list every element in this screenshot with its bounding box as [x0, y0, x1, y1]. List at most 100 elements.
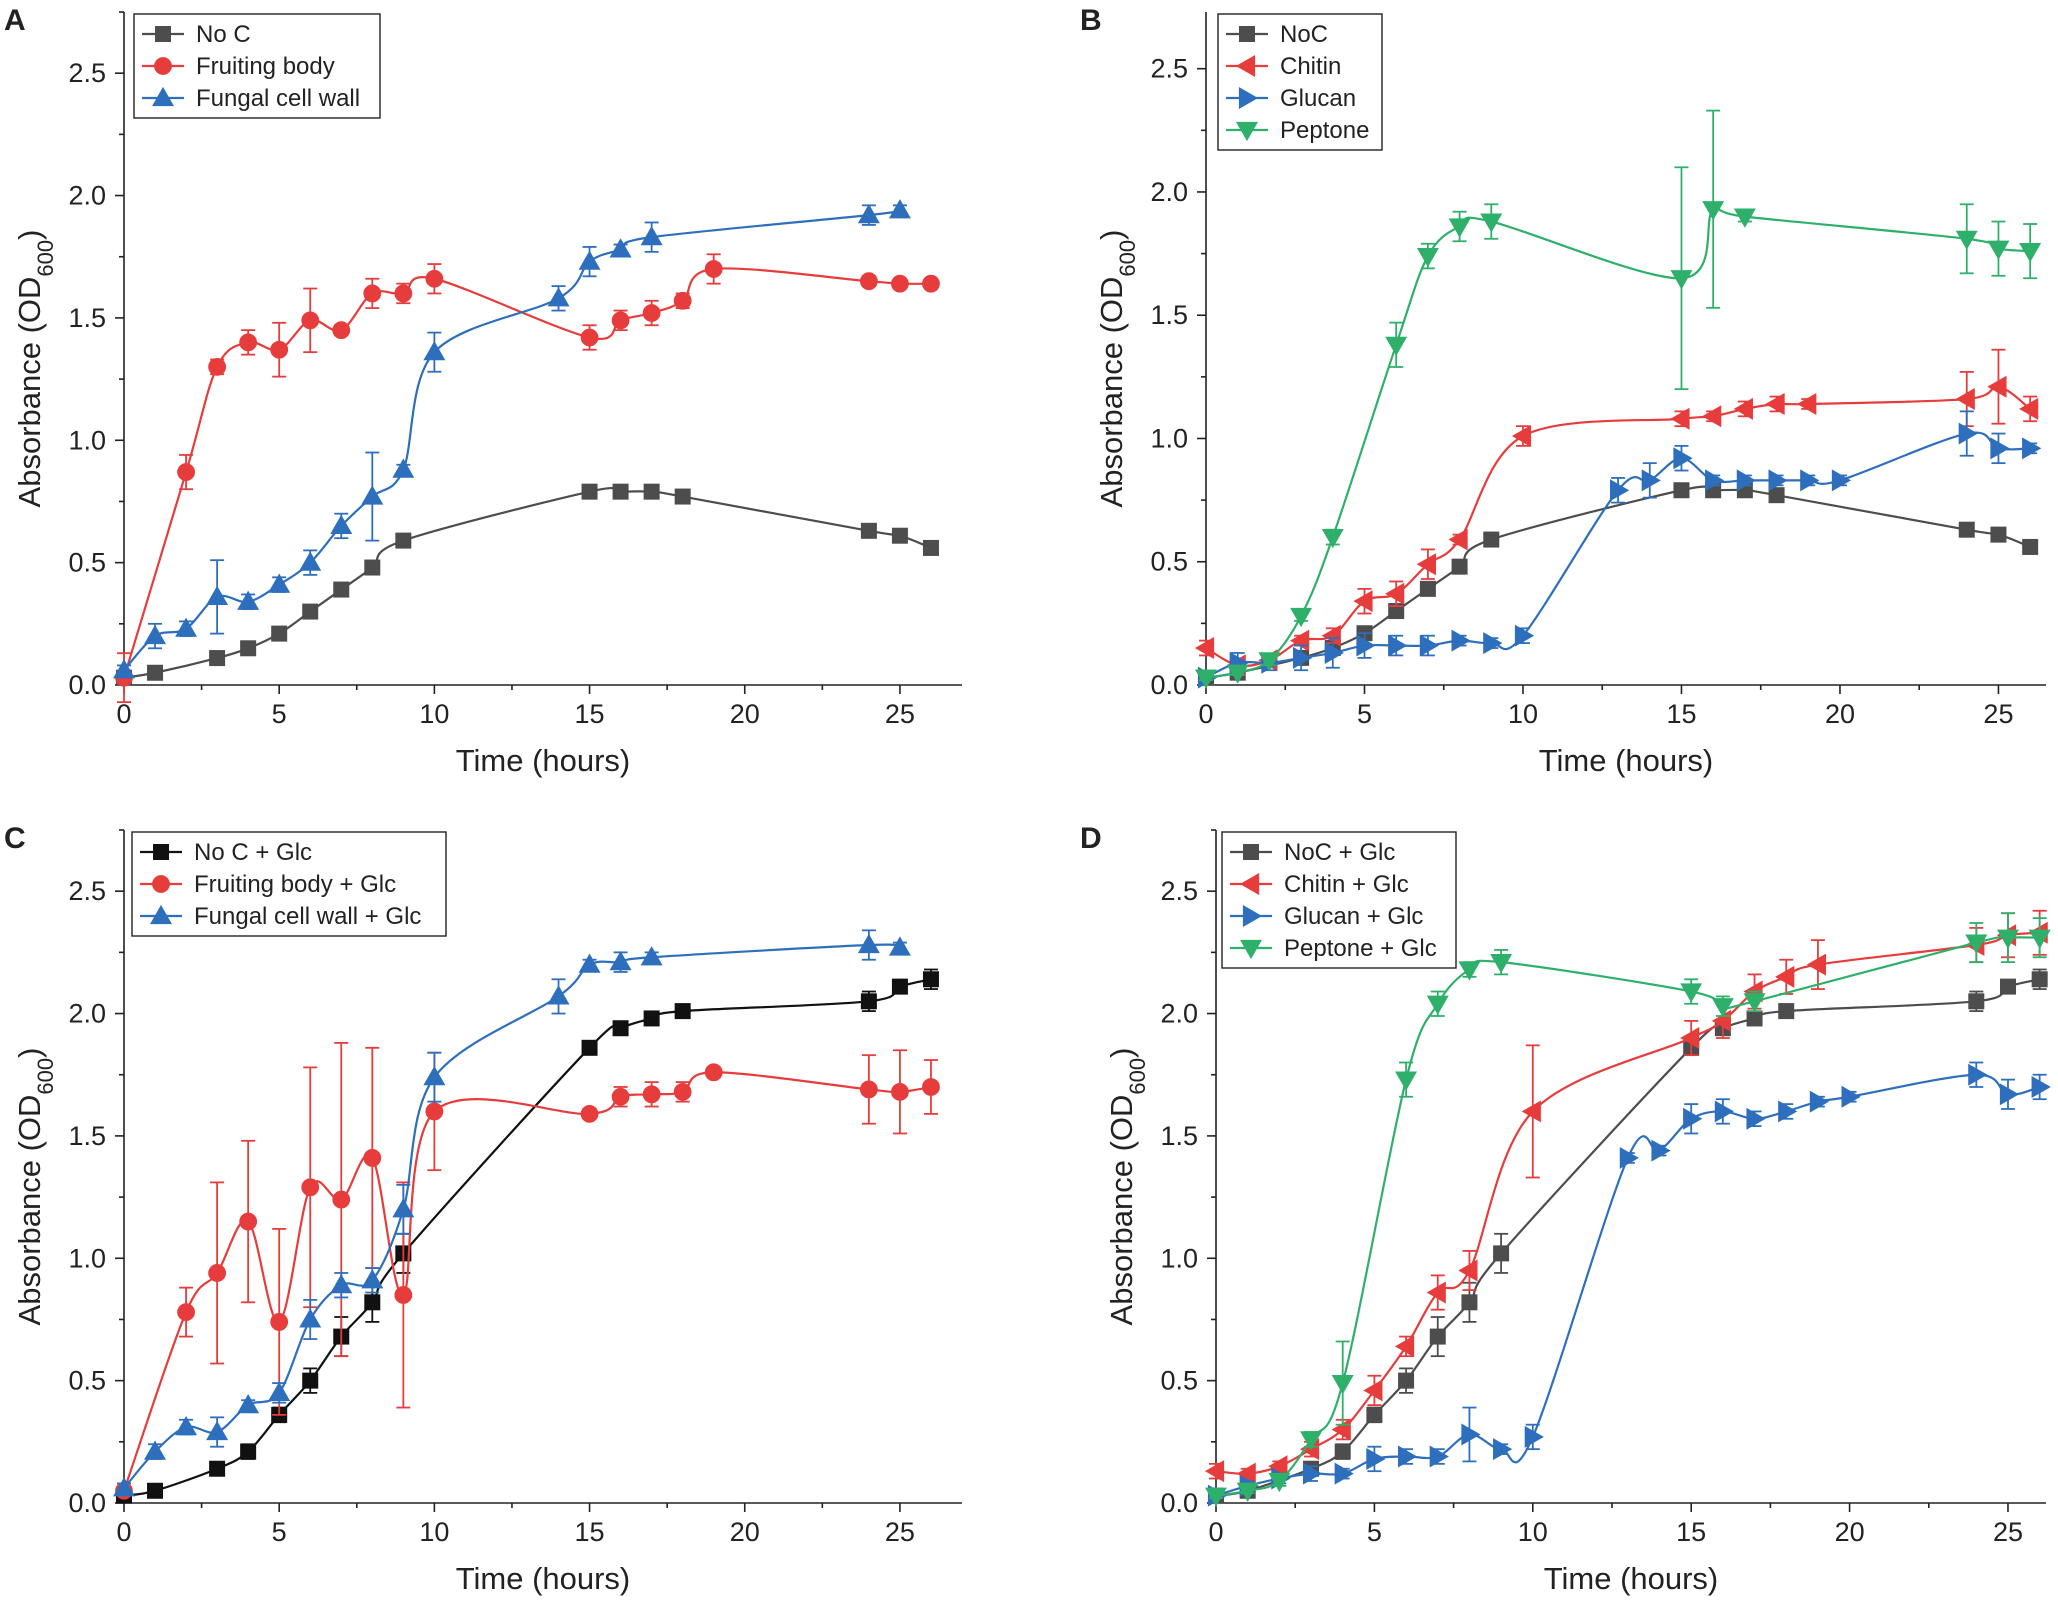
data-point — [1451, 629, 1471, 652]
x-axis-title: Time (hours) — [456, 743, 631, 778]
data-point — [1321, 624, 1341, 647]
data-point — [1419, 634, 1440, 657]
legend: No C + Glc Fruiting body + Glc Fungal cell… — [131, 831, 447, 937]
legend-marker — [152, 86, 174, 107]
data-point — [1353, 590, 1373, 613]
data-point — [1809, 1090, 1830, 1113]
x-tick-label: 0 — [1198, 699, 1213, 729]
data-point — [1448, 528, 1468, 551]
series-no-c-glc — [116, 968, 939, 1504]
data-point — [1426, 1281, 1446, 1304]
data-point — [1395, 1071, 1418, 1091]
legend: NoC Chitin Glucan Peptone — [1217, 13, 1383, 151]
series-line — [1205, 431, 2031, 679]
y-tick-label: 0.0 — [1160, 1488, 1198, 1518]
x-axis-title: Time (hours) — [1544, 1561, 1719, 1596]
legend-marker — [1236, 121, 1258, 142]
data-point — [1746, 1010, 1763, 1027]
x-tick-label: 15 — [1666, 699, 1696, 729]
data-point — [1609, 479, 1630, 502]
data-point — [392, 1198, 415, 1218]
data-point — [1999, 978, 2016, 995]
data-point — [147, 664, 164, 681]
data-point — [1448, 218, 1471, 238]
series-line — [123, 978, 932, 1497]
legend-label: Glucan + Glc — [1284, 903, 1423, 930]
data-point — [1831, 469, 1852, 492]
x-tick-label: 25 — [1983, 699, 2013, 729]
data-point — [2031, 1075, 2051, 1098]
legend-label: Chitin — [1280, 53, 1341, 80]
data-point — [611, 1087, 630, 1106]
series-line — [122, 1071, 932, 1492]
data-point — [363, 284, 382, 303]
data-point — [1324, 641, 1344, 664]
y-tick-label: 1.5 — [68, 303, 106, 333]
x-tick-label: 5 — [272, 1517, 287, 1547]
x-tick-label: 25 — [885, 1517, 915, 1547]
data-point — [891, 527, 908, 544]
data-point — [922, 274, 940, 293]
data-point — [363, 1149, 382, 1167]
data-point — [642, 1085, 661, 1104]
legend-marker — [150, 904, 172, 925]
data-point — [1356, 634, 1376, 657]
data-point — [394, 284, 413, 303]
data-point — [1955, 230, 1978, 250]
data-point — [640, 946, 663, 966]
x-tick-label: 20 — [730, 1517, 760, 1547]
y-tick-label: 0.0 — [68, 1488, 106, 1518]
data-point — [268, 1381, 291, 1401]
data-point — [332, 1190, 351, 1209]
data-point — [1458, 961, 1481, 981]
y-tick-label: 2.0 — [68, 181, 106, 211]
data-point — [609, 238, 632, 258]
data-point — [392, 458, 415, 478]
series-fungal-cell-wall — [113, 199, 911, 679]
data-point — [1733, 208, 1756, 228]
data-point — [147, 1482, 164, 1499]
data-point — [1987, 375, 2007, 398]
data-point — [891, 1082, 909, 1101]
panel-label: C — [4, 822, 26, 855]
data-point — [1511, 425, 1532, 448]
data-point — [1480, 213, 1503, 233]
data-point — [1426, 995, 1449, 1015]
legend: No C Fruiting body Fungal cell wall — [133, 13, 381, 119]
x-tick-label: 10 — [1508, 699, 1538, 729]
y-tick-label: 2.0 — [1160, 999, 1198, 1029]
series-line — [123, 209, 901, 672]
data-point — [1293, 646, 1313, 669]
legend-label: Chitin + Glc — [1284, 871, 1409, 898]
series-fungal-cell-wall-glc — [113, 929, 911, 1497]
data-point — [859, 272, 878, 291]
data-point — [1334, 1462, 1354, 1485]
data-point — [674, 1003, 691, 1020]
data-point — [1743, 993, 1766, 1013]
data-point — [1958, 521, 1975, 538]
data-point — [673, 1082, 692, 1101]
legend-label: Glucan — [1280, 85, 1356, 112]
y-tick-label: 2.5 — [68, 58, 106, 88]
data-point — [1419, 580, 1436, 597]
data-point — [1493, 1438, 1513, 1461]
data-point — [1458, 1259, 1478, 1282]
data-point — [860, 522, 877, 539]
y-tick-label: 0.0 — [68, 670, 106, 700]
legend-label: Fruiting body + Glc — [194, 871, 396, 898]
legend-label: Fruiting body — [196, 53, 335, 80]
y-tick-label: 1.5 — [1160, 1121, 1198, 1151]
data-point — [1746, 1107, 1766, 1130]
data-point — [1714, 1100, 1735, 1123]
data-point — [1388, 634, 1408, 657]
panel-label: A — [4, 4, 26, 37]
data-point — [640, 226, 663, 246]
data-point — [1806, 953, 1827, 976]
x-tick-label: 20 — [730, 699, 760, 729]
data-point — [208, 1264, 227, 1282]
legend-box — [131, 831, 447, 937]
legend-label: Fungal cell wall — [196, 85, 360, 112]
panel-c: C 0 5 10 15 20 25 0.0 0.5 1.0 1.5 2.0 2.5 Time (hours… — [4, 822, 962, 1596]
data-point — [299, 551, 322, 571]
data-point — [1736, 469, 1757, 492]
